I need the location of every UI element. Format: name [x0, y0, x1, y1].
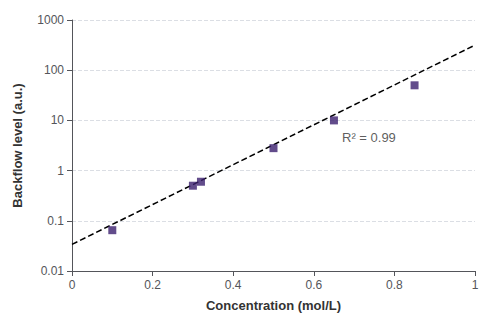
svg-text:Backflow level (a.u.): Backflow level (a.u.): [10, 83, 25, 207]
svg-text:Concentration (mol/L): Concentration (mol/L): [206, 298, 341, 313]
svg-text:1000: 1000: [37, 13, 64, 27]
svg-text:0.2: 0.2: [144, 278, 161, 292]
svg-text:1: 1: [57, 164, 64, 178]
svg-text:0.01: 0.01: [41, 264, 65, 278]
svg-text:100: 100: [44, 63, 64, 77]
svg-text:1: 1: [472, 278, 479, 292]
svg-text:0.4: 0.4: [225, 278, 242, 292]
svg-text:0.6: 0.6: [305, 278, 322, 292]
svg-text:10: 10: [51, 113, 65, 127]
svg-text:0: 0: [69, 278, 76, 292]
svg-text:0.1: 0.1: [47, 214, 64, 228]
svg-text:R² = 0.99: R² = 0.99: [342, 130, 396, 145]
svg-text:0.8: 0.8: [386, 278, 403, 292]
